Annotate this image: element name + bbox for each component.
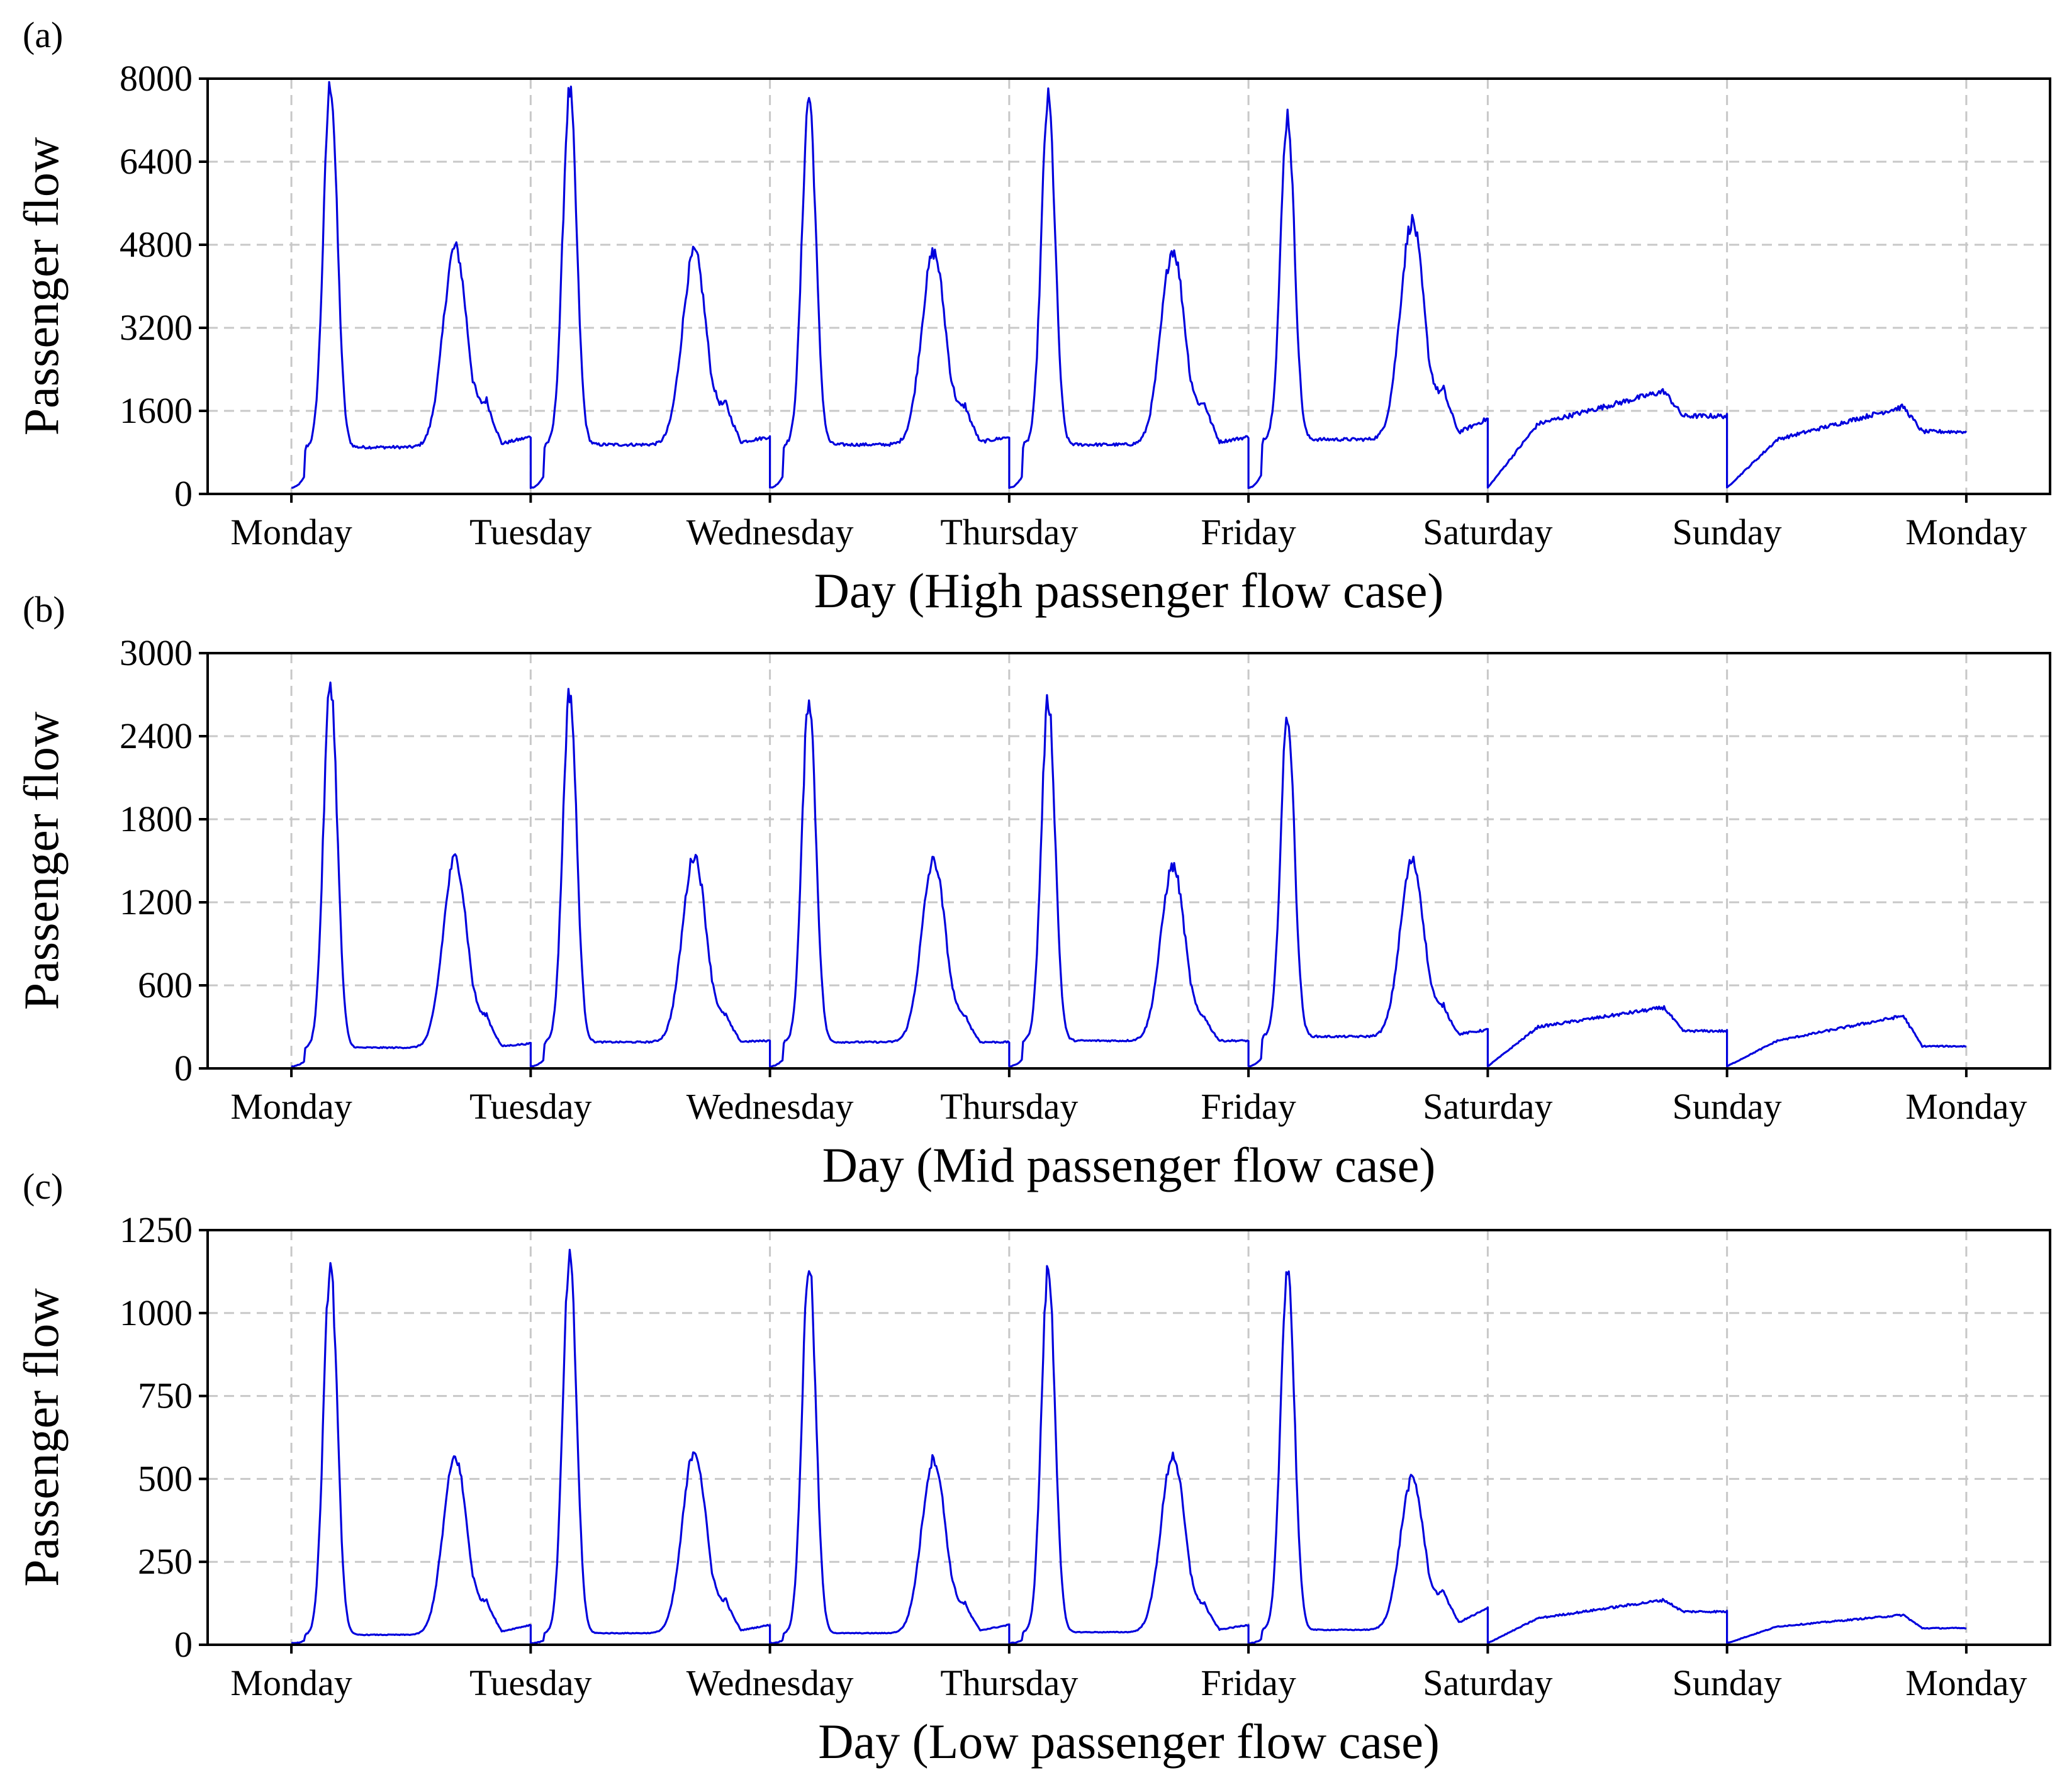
- x-tick-label: Thursday: [940, 1662, 1078, 1703]
- x-tick-label: Thursday: [940, 512, 1078, 552]
- x-tick-label: Friday: [1201, 1086, 1296, 1127]
- y-tick-label: 3200: [120, 307, 193, 348]
- panel-a: 0 1600 3200 4800 6400 8000 Monday Tuesday Wednes…: [14, 14, 2051, 618]
- x-tick-label: Wednesday: [686, 1662, 854, 1703]
- panel-label: (a): [23, 14, 63, 55]
- series-line-0: [291, 1248, 1967, 1645]
- panel-label: (b): [23, 589, 65, 630]
- y-tick-label: 0: [174, 473, 193, 514]
- x-axis-label: Day (High passenger flow case): [814, 563, 1444, 618]
- panel-label: (c): [23, 1166, 63, 1207]
- x-tick-label: Monday: [1905, 1662, 2027, 1703]
- x-tick-label: Friday: [1201, 1662, 1296, 1703]
- y-tick-label: 0: [174, 1048, 193, 1089]
- y-tick-label: 600: [138, 965, 193, 1005]
- y-tick-label: 2400: [120, 715, 193, 756]
- series-line-0: [291, 81, 1968, 490]
- y-tick-label: 1800: [120, 798, 193, 839]
- x-axis-label: Day (Mid passenger flow case): [822, 1138, 1436, 1192]
- y-tick-label: 750: [138, 1375, 193, 1416]
- x-tick-label: Tuesday: [469, 1662, 591, 1703]
- x-tick-label: Wednesday: [686, 512, 854, 552]
- y-axis-label: Passenger flow: [14, 1288, 69, 1586]
- x-tick-label: Tuesday: [469, 1086, 591, 1127]
- panel-b: 0 600 1200 1800 2400 3000 Monday Tuesday Wednesd…: [14, 589, 2051, 1192]
- x-tick-label: Monday: [230, 512, 352, 552]
- x-tick-label: Saturday: [1423, 1662, 1552, 1703]
- x-tick-label: Wednesday: [686, 1086, 854, 1127]
- x-tick-label: Monday: [230, 1086, 352, 1127]
- y-axis-label: Passenger flow: [14, 712, 69, 1010]
- x-tick-label: Saturday: [1423, 512, 1552, 552]
- y-tick-label: 1200: [120, 882, 193, 922]
- y-tick-label: 0: [174, 1624, 193, 1665]
- x-tick-label: Sunday: [1673, 1662, 1782, 1703]
- y-tick-label: 500: [138, 1458, 193, 1499]
- y-axis-label: Passenger flow: [14, 137, 69, 435]
- x-tick-label: Monday: [1905, 1086, 2027, 1127]
- plot-frame: [206, 77, 2051, 495]
- x-tick-label: Sunday: [1673, 1086, 1782, 1127]
- x-axis-label: Day (Low passenger flow case): [818, 1714, 1440, 1769]
- x-tick-label: Friday: [1201, 512, 1296, 552]
- y-tick-label: 1000: [120, 1292, 193, 1333]
- plot-frame: [206, 1229, 2051, 1646]
- x-tick-label: Tuesday: [469, 512, 591, 552]
- x-tick-label: Thursday: [940, 1086, 1078, 1127]
- series-line-0: [291, 681, 1966, 1068]
- y-tick-label: 1600: [120, 390, 193, 431]
- panel-c: 0 250 500 750 1000 1250 Monday Tuesday Wednesday…: [14, 1166, 2051, 1769]
- x-tick-label: Sunday: [1673, 512, 1782, 552]
- plot-frame: [206, 652, 2051, 1070]
- y-tick-label: 250: [138, 1541, 193, 1582]
- x-tick-label: Monday: [230, 1662, 352, 1703]
- y-tick-label: 3000: [120, 632, 193, 673]
- y-tick-label: 8000: [120, 58, 193, 99]
- y-tick-label: 1250: [120, 1209, 193, 1250]
- y-tick-label: 4800: [120, 224, 193, 265]
- y-tick-label: 6400: [120, 141, 193, 182]
- x-tick-label: Monday: [1905, 512, 2027, 552]
- x-tick-label: Saturday: [1423, 1086, 1552, 1127]
